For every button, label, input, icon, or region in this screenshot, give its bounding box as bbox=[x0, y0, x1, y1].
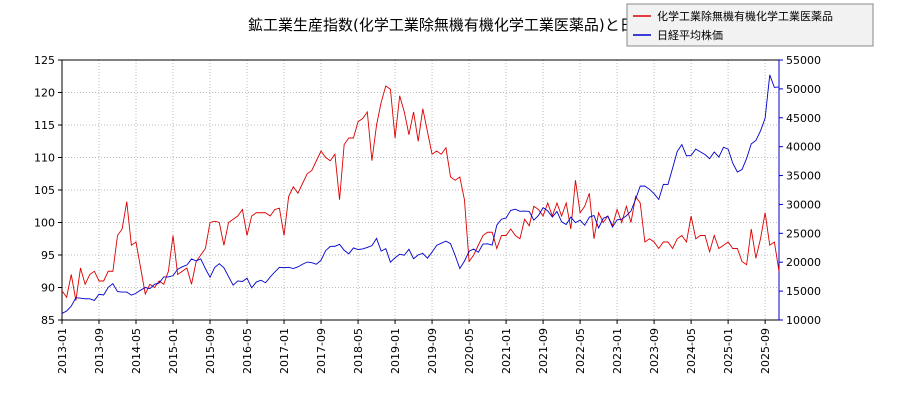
y-tick-label: 125 bbox=[34, 54, 55, 67]
y2-tick-label: 50000 bbox=[786, 83, 821, 96]
legend-label: 日経平均株価 bbox=[657, 28, 723, 42]
chart-title: 鉱工業生産指数(化学工業除無機有機化学工業医薬品)と日経平均株価 bbox=[248, 16, 710, 34]
x-tick-label: 2020-05 bbox=[463, 328, 476, 374]
x-tick-label: 2021-09 bbox=[537, 328, 550, 374]
y-tick-label: 120 bbox=[34, 87, 55, 100]
y-tick-label: 85 bbox=[41, 314, 55, 327]
x-tick-label: 2017-09 bbox=[315, 328, 328, 374]
y2-tick-label: 25000 bbox=[786, 227, 821, 240]
x-tick-label: 2013-09 bbox=[93, 328, 106, 374]
x-tick-label: 2018-05 bbox=[352, 328, 365, 374]
y2-tick-label: 45000 bbox=[786, 112, 821, 125]
x-tick-label: 2015-09 bbox=[204, 328, 217, 374]
y-tick-label: 95 bbox=[41, 249, 55, 262]
series-line bbox=[61, 74, 780, 314]
x-tick-label: 2025-09 bbox=[759, 328, 772, 374]
x-tick-label: 2014-05 bbox=[130, 328, 143, 374]
y2-tick-label: 40000 bbox=[786, 141, 821, 154]
x-tick-label: 2023-01 bbox=[611, 328, 624, 374]
x-tick-label: 2017-01 bbox=[278, 328, 291, 374]
x-tick-label: 2023-09 bbox=[648, 328, 661, 374]
series-line bbox=[61, 85, 780, 301]
y2-tick-label: 30000 bbox=[786, 198, 821, 211]
y-tick-label: 110 bbox=[34, 152, 55, 165]
x-tick-label: 2016-05 bbox=[241, 328, 254, 374]
legend-box bbox=[626, 3, 874, 47]
y2-tick-label: 10000 bbox=[786, 314, 821, 327]
y2-tick-label: 55000 bbox=[786, 54, 821, 67]
x-tick-label: 2013-01 bbox=[56, 328, 69, 374]
x-tick-label: 2019-01 bbox=[389, 328, 402, 374]
y-tick-label: 105 bbox=[34, 184, 55, 197]
y2-tick-label: 35000 bbox=[786, 170, 821, 183]
y-tick-label: 100 bbox=[34, 217, 55, 230]
x-tick-label: 2021-01 bbox=[500, 328, 513, 374]
x-tick-label: 2019-09 bbox=[426, 328, 439, 374]
x-tick-label: 2022-05 bbox=[574, 328, 587, 374]
x-tick-label: 2025-01 bbox=[722, 328, 735, 374]
y2-tick-label: 20000 bbox=[786, 256, 821, 269]
x-tick-label: 2015-01 bbox=[167, 328, 180, 374]
y-tick-label: 90 bbox=[41, 282, 55, 295]
legend-label: 化学工業除無機有機化学工業医薬品 bbox=[657, 9, 833, 23]
y-tick-label: 115 bbox=[34, 119, 55, 132]
x-tick-label: 2024-05 bbox=[685, 328, 698, 374]
y2-tick-label: 15000 bbox=[786, 285, 821, 298]
